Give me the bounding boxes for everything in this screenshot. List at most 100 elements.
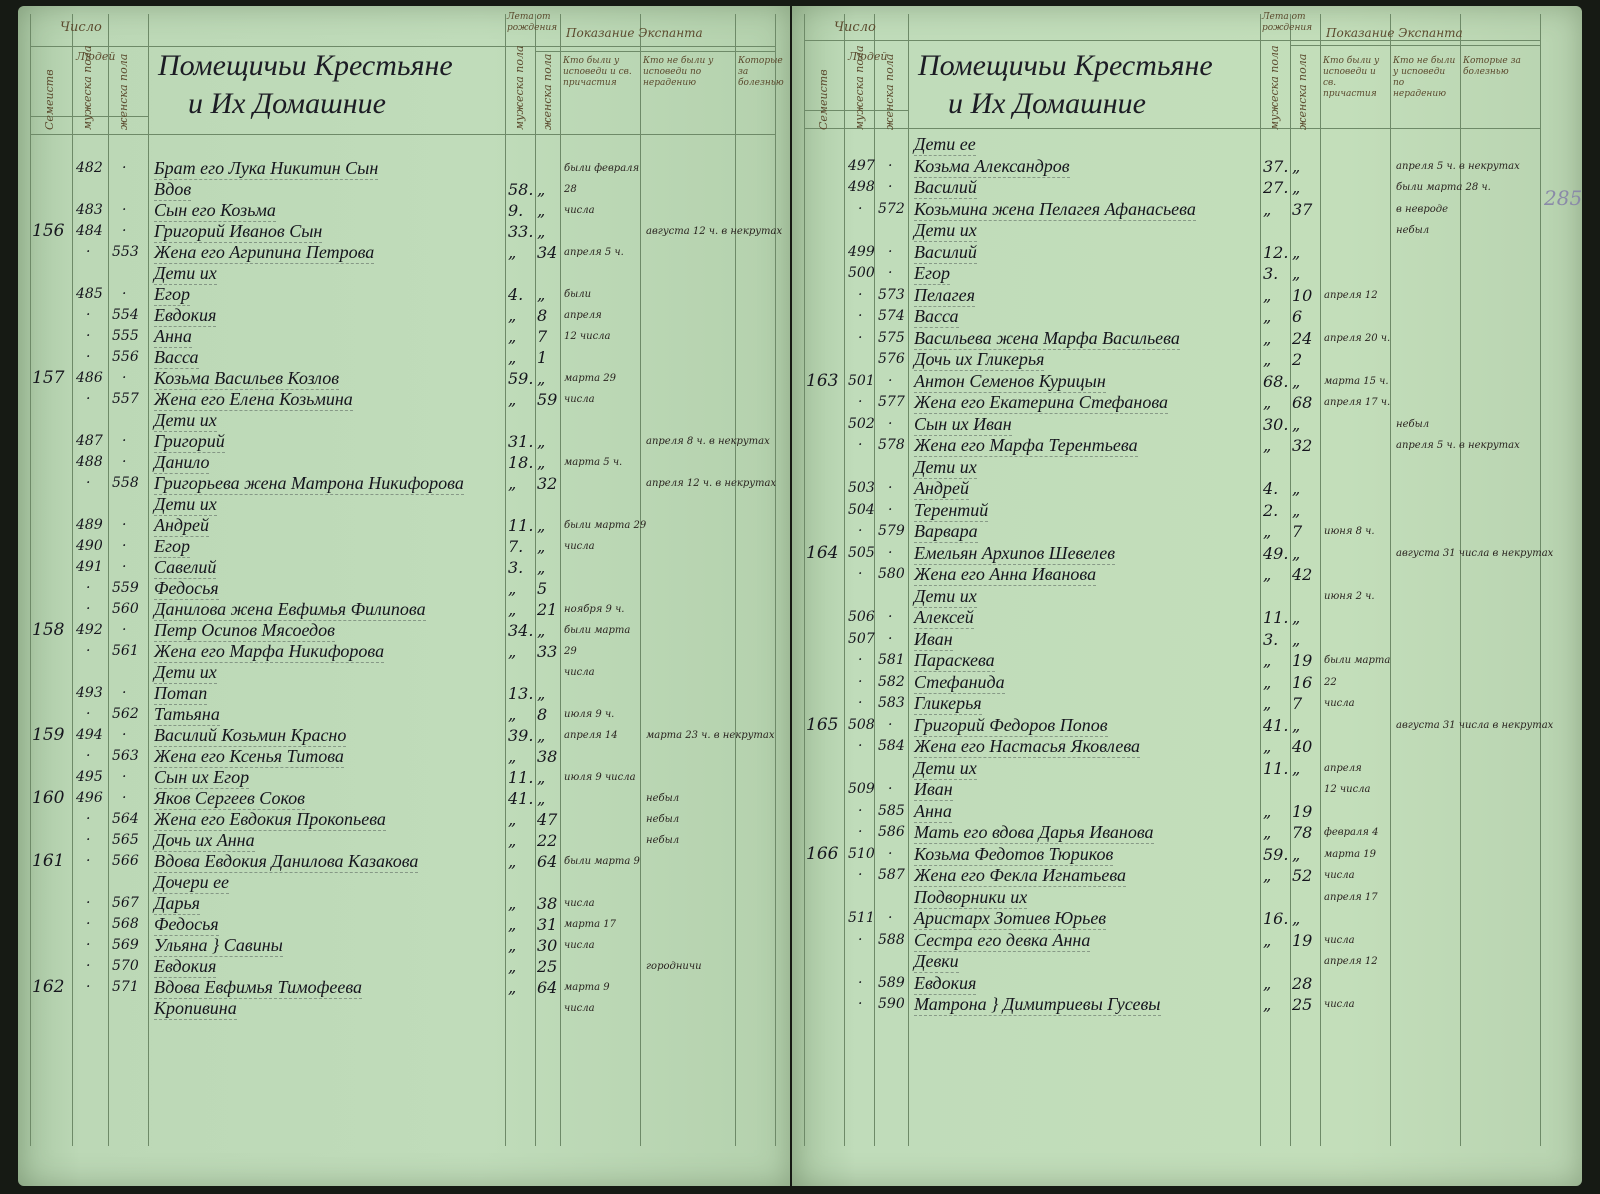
dot-mark: · [86, 853, 91, 869]
register-row: · 583 Гликерья „ 7 числа [792, 693, 1582, 715]
male-number: 496 [76, 790, 103, 806]
female-number: 590 [878, 996, 905, 1012]
male-age: „ [1263, 995, 1272, 1014]
person-name: Дети их [914, 220, 977, 242]
column-rule [108, 14, 109, 1146]
note-absent: небыл [646, 835, 680, 846]
dot-mark: · [122, 790, 127, 806]
register-row: · 557 Жена его Елена Козьмина „ 59 числа [18, 389, 790, 411]
female-age: 40 [1292, 737, 1313, 756]
dot-mark: · [122, 517, 127, 533]
male-age: „ [1263, 930, 1272, 950]
male-age: 59. [1263, 844, 1289, 864]
person-name: Дети их [154, 662, 217, 684]
male-number: 509 [848, 781, 875, 797]
person-name: Жена его Елена Козьмина [154, 389, 353, 411]
person-name: Дети их [914, 456, 977, 479]
person-name: Андрей [914, 478, 970, 500]
register-row: · 563 Жена его Ксенья Титова „ 38 [18, 746, 790, 768]
person-name: Жена его Настасья Яковлева [914, 736, 1141, 758]
female-number: 573 [878, 286, 905, 303]
female-age: „ [537, 558, 546, 577]
male-number: 501 [848, 372, 875, 389]
person-name: Егор [914, 263, 951, 285]
female-age: „ [1292, 242, 1301, 262]
male-age: „ [508, 894, 517, 913]
person-name: Василий [914, 177, 977, 199]
person-name: Анна [154, 326, 192, 348]
dot-mark: · [888, 544, 893, 561]
dot-mark: · [122, 202, 127, 218]
female-age: 7 [1292, 522, 1303, 541]
female-number: 586 [878, 824, 905, 840]
male-number: 493 [76, 685, 103, 701]
register-row: 166 510 · Козьма Федотов Тюриков 59. „ марта 1… [792, 844, 1582, 866]
female-age: „ [1292, 371, 1301, 391]
male-age: 11. [508, 768, 534, 787]
male-number: 507 [848, 630, 875, 647]
person-name: Алексей [914, 607, 974, 629]
male-age: 11. [1263, 758, 1289, 778]
register-row: 483 · Сын его Козьма 9. „ числа [18, 200, 790, 222]
female-number: 556 [112, 349, 139, 365]
family-number: 165 [806, 714, 839, 735]
register-row: · 582 Стефанида „ 16 22 [792, 672, 1582, 694]
person-name: Козьма Васильев Козлов [154, 368, 340, 390]
register-row: 503 · Андрей 4. „ [792, 478, 1582, 500]
dot-mark: · [86, 391, 91, 407]
dot-mark: · [86, 748, 91, 764]
register-row: 159 494 · Василий Козьмин Красно 39. „ апреля … [18, 725, 790, 747]
male-age: 58. [508, 180, 534, 199]
person-name: Дети их [154, 263, 217, 285]
person-name: Дочь их Анна [154, 830, 255, 852]
female-number: 553 [112, 244, 139, 260]
person-name: Жена его Фекла Игнатьева [914, 865, 1127, 887]
female-age: 78 [1292, 823, 1313, 842]
female-age: „ [1292, 543, 1301, 563]
dot-mark: · [858, 867, 863, 883]
register-row: 160 496 · Яков Сергеев Соков 41. „ небыл [18, 788, 790, 810]
note-absent: марта 23 ч. в некрутах [646, 730, 775, 741]
male-number: 510 [848, 845, 875, 862]
male-age: 3. [1263, 264, 1279, 283]
female-age: „ [537, 537, 546, 556]
person-name: Ульяна } Савины [154, 935, 283, 957]
dot-mark: · [858, 824, 863, 840]
male-age: „ [1263, 285, 1272, 305]
female-number: 574 [878, 308, 905, 324]
register-row: · 590 Матрона } Димитриевы Гусевы „ 25 числа [792, 994, 1582, 1016]
male-age: „ [508, 705, 517, 724]
person-name: Федосья [154, 578, 219, 600]
note-confession: июня 8 ч. [1324, 526, 1375, 537]
person-name: Антон Семенов Курицын [914, 370, 1106, 393]
male-number: 500 [848, 265, 875, 281]
dot-mark: · [86, 706, 91, 722]
female-number: 580 [878, 566, 905, 582]
dot-mark: · [888, 415, 893, 432]
dot-mark: · [858, 394, 863, 410]
person-name: Григорий Иванов Сын [154, 221, 323, 243]
register-row: · 569 Ульяна } Савины „ 30 числа [18, 935, 790, 957]
register-row: 156 484 · Григорий Иванов Сын 33. „ августа 12… [18, 221, 790, 243]
column-rule [1540, 14, 1541, 1146]
left-page: Число Семеиств Людей мужеска пола женска пол… [18, 6, 790, 1186]
note-confession: апреля 14 [564, 730, 618, 741]
register-row: Дети их [18, 494, 790, 516]
note-absent: небыл [646, 814, 680, 825]
register-row: 500 · Егор 3. „ [792, 263, 1582, 285]
dot-mark: · [122, 538, 127, 554]
column-rule [505, 14, 506, 1146]
female-number: 576 [878, 351, 905, 367]
female-age: „ [537, 768, 546, 787]
note-confession: числа [564, 667, 595, 678]
header-males: мужеска пола [853, 45, 866, 130]
female-age: 7 [1292, 694, 1303, 713]
register-row: 161 · 566 Вдова Евдокия Данилова Казакова „ 6… [18, 851, 790, 873]
male-number: 488 [76, 454, 103, 470]
register-row: · 587 Жена его Фекла Игнатьева „ 52 числа [792, 865, 1582, 887]
dot-mark: · [858, 523, 863, 539]
female-number: 565 [112, 832, 139, 848]
register-row: Вдов 58. „ 28 [18, 179, 790, 201]
dot-mark: · [122, 160, 127, 176]
female-age: 32 [1292, 436, 1313, 455]
